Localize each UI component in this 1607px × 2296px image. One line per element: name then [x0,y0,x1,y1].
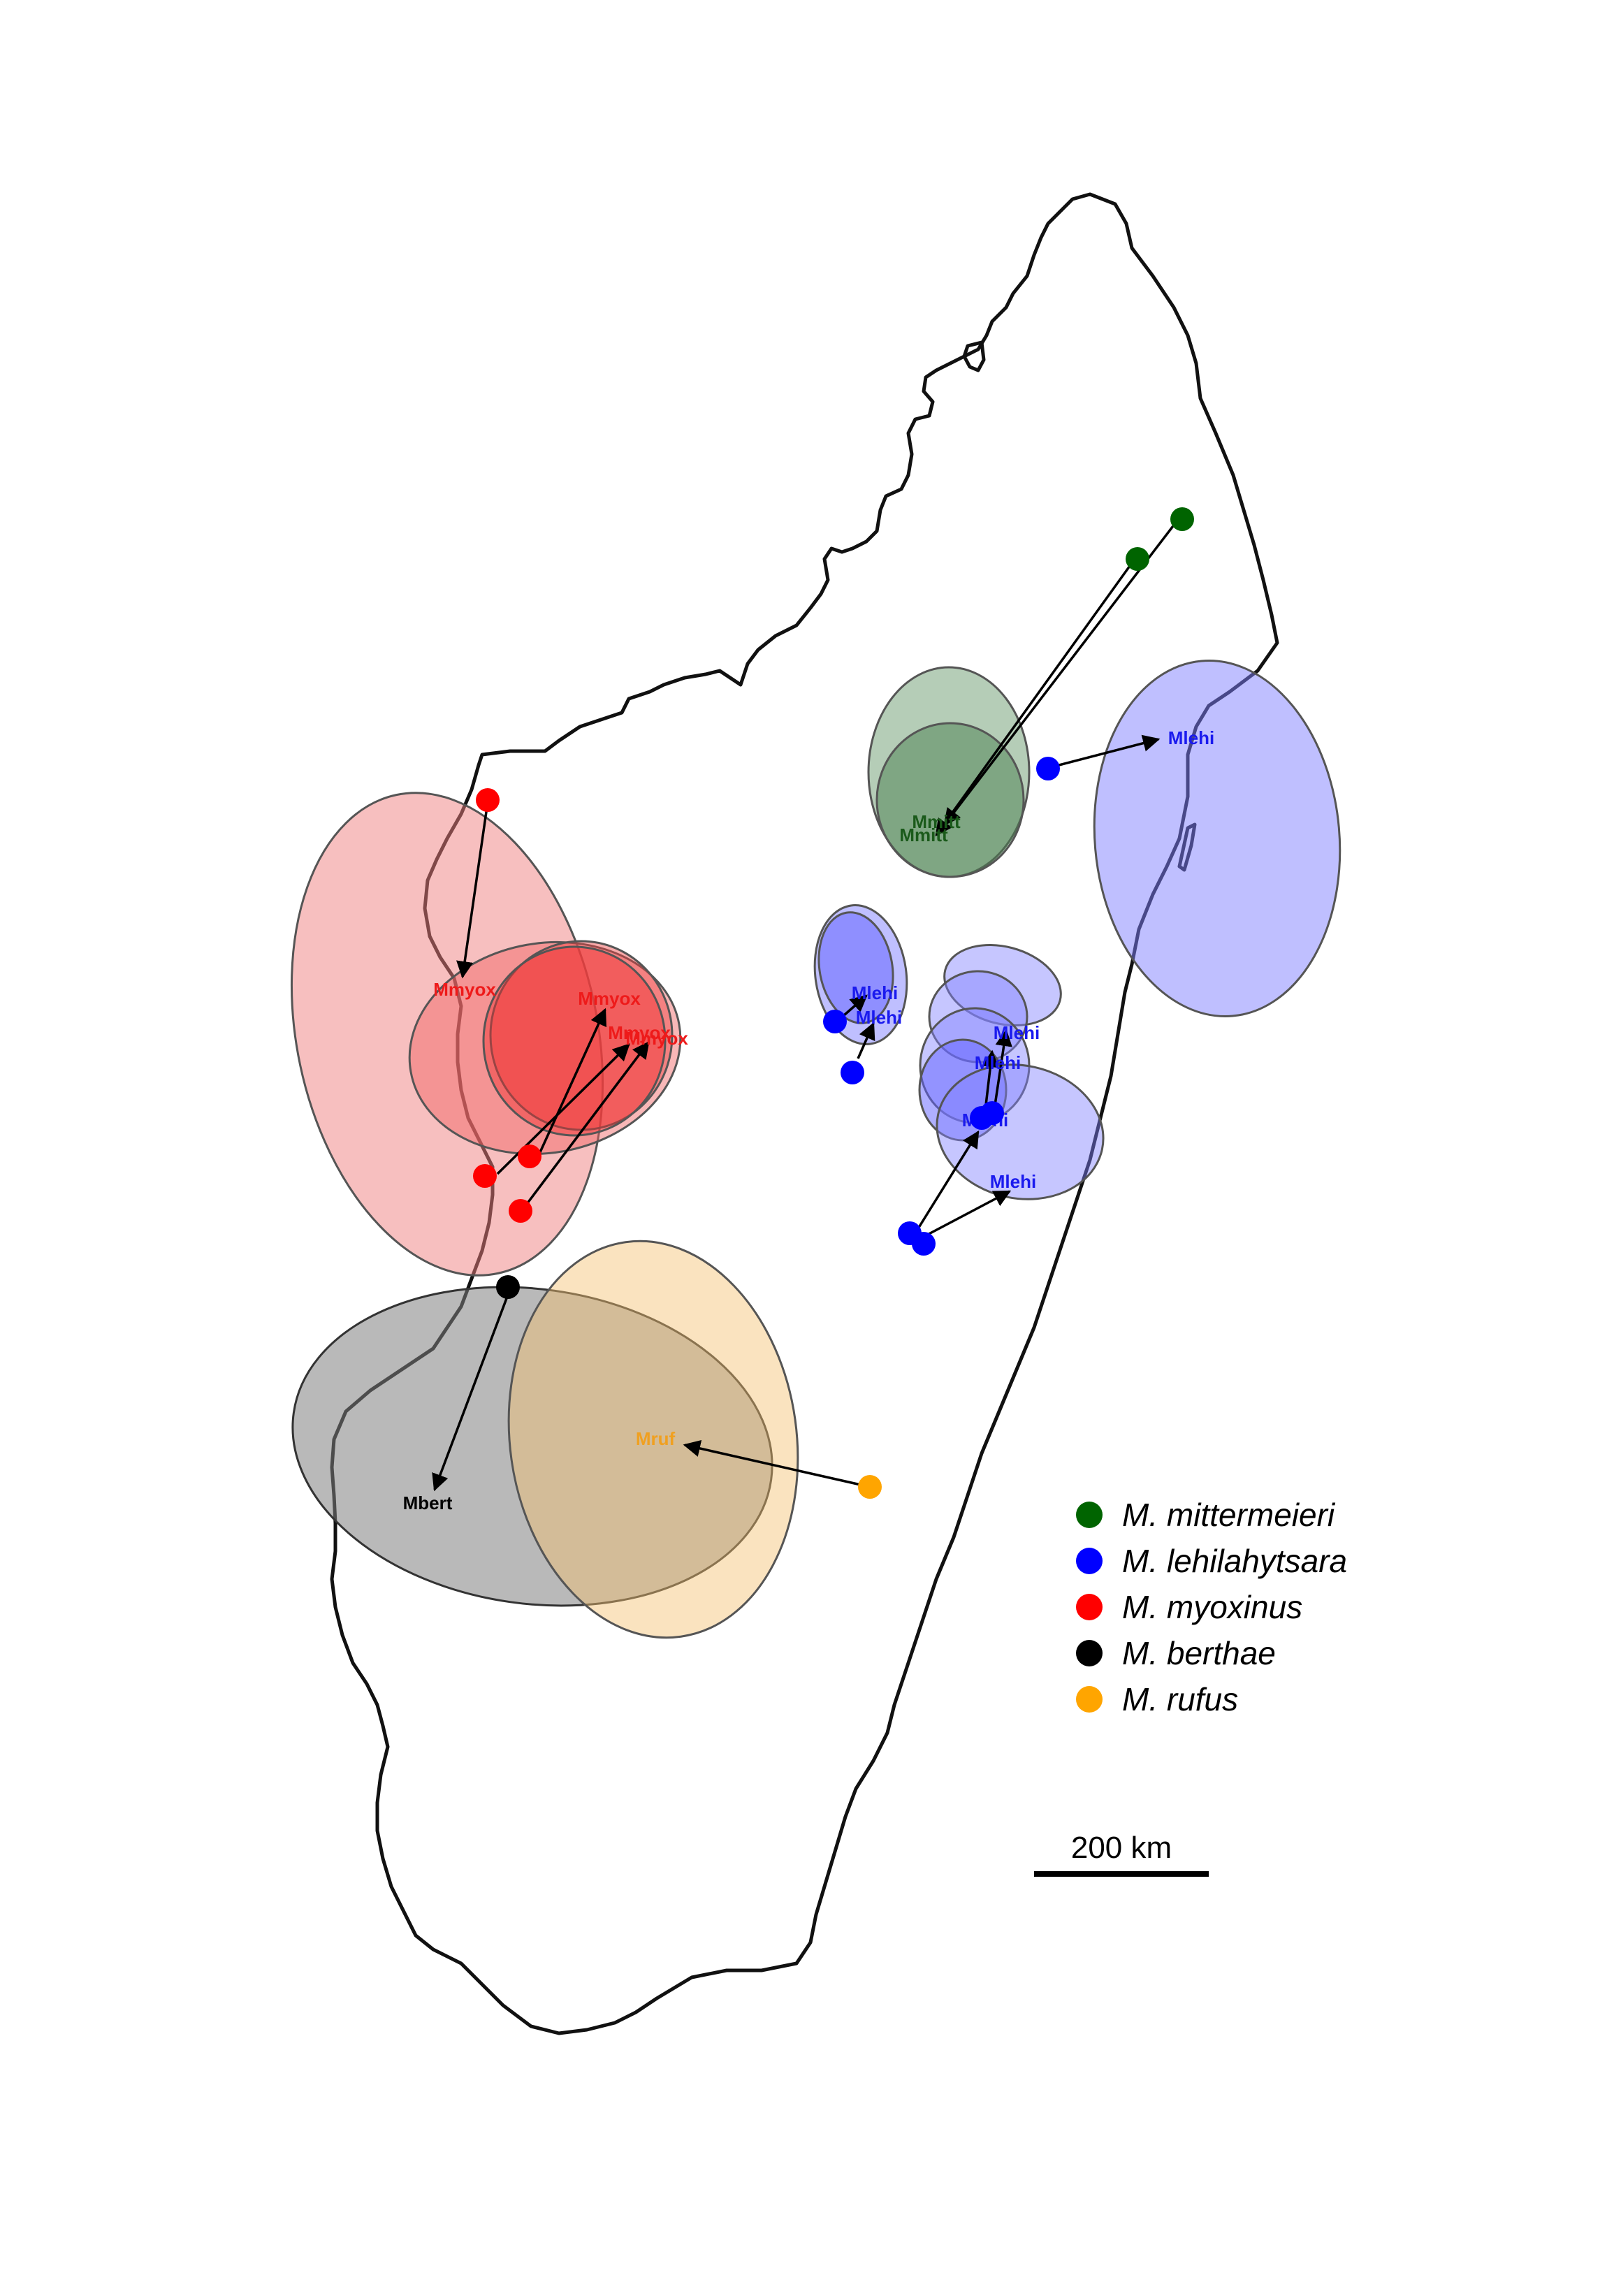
arrow-mmitt-2 [935,560,1135,836]
sample-mmyox-4 [509,1199,532,1223]
mruf-ellipse [507,1240,799,1639]
sample-mmyox-2 [518,1145,541,1168]
legend: M. mittermeieri M. lehilahytsara M. myox… [1076,1492,1347,1722]
sample-mlehi-2 [823,1010,847,1033]
legend-item-rufus: M. rufus [1076,1676,1347,1722]
legend-label-myoxinus: M. myoxinus [1122,1589,1303,1625]
legend-dot-lehilahytsara [1076,1548,1103,1574]
arrow-mlehi-c1 [982,1049,999,1112]
label-mlehi-w1: Mlehi [852,982,898,1003]
label-mlehi-w2: Mlehi [856,1007,902,1028]
scale-bar-line [1034,1871,1209,1877]
arrow-mlehi-ne [1053,734,1161,768]
label-mruf: Mruf [636,1428,676,1449]
arrow-mruf [683,1439,871,1488]
legend-item-lehilahytsara: M. lehilahytsara [1076,1538,1347,1584]
legend-dot-myoxinus [1076,1594,1103,1620]
island [962,340,986,372]
legend-item-berthae: M. berthae [1076,1630,1347,1676]
arrow-mlehi-c3 [912,1130,980,1236]
mlehi-ellipse-ne [1093,660,1341,1017]
arrow-mlehi-c2 [992,1029,1012,1115]
legend-label-berthae: M. berthae [1122,1635,1276,1671]
label-mmyox-2: Mmyox [578,988,641,1009]
scale-bar: 200 km [1034,1831,1209,1877]
label-mmyox-4: Mmyox [625,1028,688,1049]
legend-dot-berthae [1076,1640,1103,1666]
legend-label-mittermeieri: M. mittermeieri [1122,1497,1335,1533]
label-mmyox-1: Mmyox [433,979,496,1000]
sample-mmyox-3 [473,1164,497,1188]
label-mmitt-b: Mmitt [899,824,948,845]
legend-label-rufus: M. rufus [1122,1681,1239,1717]
legend-dot-mittermeieri [1076,1502,1103,1528]
sample-mlehi-7 [912,1232,936,1256]
legend-dot-rufus [1076,1686,1103,1713]
label-mlehi-c4: Mlehi [990,1171,1036,1192]
arrow-mlehi-c4 [920,1190,1012,1240]
arrow-mmyox-2 [535,1008,607,1161]
sample-mlehi-1 [1036,757,1060,780]
sample-mmyox-1 [476,788,500,812]
mlehi-ellipse-c1 [943,943,1062,1027]
mmyox-ellipse-2 [408,940,682,1156]
arrow-mmyox-1 [456,801,489,979]
mmyox-ellipse-4 [482,945,667,1137]
scale-bar-label: 200 km [1070,1831,1172,1865]
label-mmitt-a: Mmitt [912,811,961,832]
legend-label-lehilahytsara: M. lehilahytsara [1122,1543,1348,1579]
legend-item-mittermeieri: M. mittermeieri [1076,1492,1347,1538]
label-mlehi-ne: Mlehi [1168,727,1214,748]
label-mlehi-c2: Mlehi [975,1052,1021,1073]
legend-item-myoxinus: M. myoxinus [1076,1584,1347,1630]
mmitt-ellipse-2 [875,722,1025,878]
sample-mlehi-5 [980,1101,1004,1125]
arrow-mmitt-1 [943,519,1179,826]
arrow-mmyox-4 [519,1041,650,1214]
label-mlehi-c1: Mlehi [994,1022,1040,1043]
arrow-mlehi-w2 [857,1022,875,1059]
sample-mmitt-2 [1126,547,1149,571]
sample-mlehi-3 [841,1061,864,1084]
label-mbert: Mbert [403,1492,453,1513]
sample-mruf-1 [858,1475,882,1499]
label-mmyox-3: Mmyox [608,1022,671,1043]
arrow-mbert [432,1288,511,1492]
mbert-ellipse [291,1286,773,1607]
sample-mmitt-1 [1170,507,1194,531]
sample-mbert-1 [496,1275,520,1299]
